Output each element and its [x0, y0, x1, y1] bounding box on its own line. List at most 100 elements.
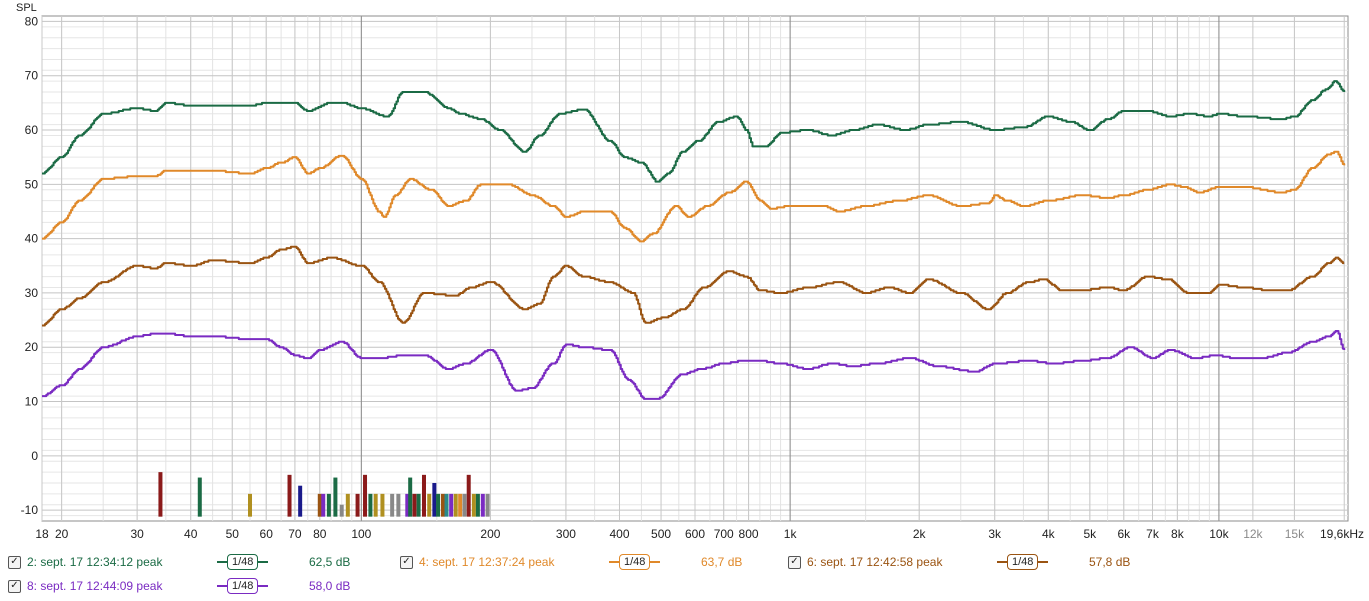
legend-item[interactable]: ✓ 8: sept. 17 12:44:09 peak 1/48 58,0 dB	[8, 576, 379, 596]
marker-bar	[436, 493, 441, 517]
x-tick-label: 400	[609, 527, 629, 541]
legend-series-name: 8: sept. 17 12:44:09 peak	[27, 579, 163, 593]
x-tick-label: 100	[351, 527, 371, 541]
marker-bar	[390, 493, 395, 517]
x-tick-label: 300	[556, 527, 576, 541]
smoothing-indicator[interactable]: 1/48	[217, 554, 297, 570]
smoothing-indicator[interactable]: 1/48	[217, 578, 297, 594]
x-tick-label: 12k	[1243, 527, 1263, 541]
marker-bar	[471, 493, 476, 517]
x-tick-label: 15k	[1285, 527, 1305, 541]
marker-bar	[453, 493, 458, 517]
x-tick-label: 8k	[1171, 527, 1185, 541]
y-tick-label: 70	[25, 69, 39, 83]
x-tick-label: 5k	[1083, 527, 1097, 541]
smoothing-label: 1/48	[227, 578, 259, 594]
legend-item[interactable]: ✓ 4: sept. 17 12:37:24 peak 1/48 63,7 dB	[400, 552, 771, 572]
legend-item[interactable]: ✓ 2: sept. 17 12:34:12 peak 1/48 62,5 dB	[8, 552, 379, 572]
series-line	[42, 150, 1346, 243]
x-tick-label: 700	[714, 527, 734, 541]
marker-bar	[298, 485, 303, 517]
marker-bar	[339, 504, 344, 517]
marker-bar	[197, 477, 202, 517]
legend-checkbox[interactable]: ✓	[8, 579, 21, 593]
marker-bar	[427, 493, 432, 517]
y-axis-label: SPL	[16, 2, 37, 14]
major-grid	[41, 16, 1348, 521]
x-tick-label: 4k	[1042, 527, 1056, 541]
series-line	[42, 80, 1346, 183]
y-tick-label: 20	[25, 340, 39, 354]
marker-bar	[466, 474, 471, 517]
smoothing-indicator[interactable]: 1/48	[609, 554, 689, 570]
smoothing-label: 1/48	[1007, 554, 1039, 570]
legend-checkbox[interactable]: ✓	[400, 555, 413, 569]
marker-bar	[480, 493, 485, 517]
y-tick-label: 40	[25, 232, 39, 246]
legend-level: 63,7 dB	[701, 555, 743, 569]
legend-series-name: 2: sept. 17 12:34:12 peak	[27, 555, 163, 569]
x-tick-label: 6k	[1117, 527, 1131, 541]
marker-bar	[287, 474, 292, 517]
smoothing-label: 1/48	[227, 554, 259, 570]
y-tick-label: 80	[25, 14, 39, 28]
x-tick-label: 2k	[913, 527, 927, 541]
x-tick-label: 30	[130, 527, 144, 541]
marker-bar	[321, 493, 326, 517]
x-axis-ticks: 18 20 30 40 50 60 70 80 100 200 300 400 500 600 700 800…	[35, 527, 1364, 541]
y-tick-label: 10	[25, 395, 39, 409]
y-tick-label: 0	[31, 449, 38, 463]
marker-bar	[373, 493, 378, 517]
marker-bar	[380, 493, 385, 517]
marker-bar	[368, 493, 373, 517]
marker-bar	[408, 477, 413, 517]
smoothing-label: 1/48	[619, 554, 651, 570]
x-tick-label: 1k	[784, 527, 798, 541]
legend-level: 58,0 dB	[309, 579, 351, 593]
marker-bar	[462, 493, 467, 517]
y-tick-label: 60	[25, 123, 39, 137]
x-tick-label: 20	[55, 527, 69, 541]
frequency-response-chart: SPL -10 0 10 20 30 40 50 60 70 80 18 20 30 40 50 60 70 8…	[16, 2, 1364, 541]
legend-checkbox[interactable]: ✓	[788, 555, 801, 569]
x-tick-label: 500	[651, 527, 671, 541]
x-tick-label: 7k	[1146, 527, 1160, 541]
series-line	[42, 245, 1345, 327]
smoothing-indicator[interactable]: 1/48	[997, 554, 1077, 570]
y-axis-ticks: -10 0 10 20 30 40 50 60 70 80	[21, 14, 39, 517]
legend-checkbox[interactable]: ✓	[8, 555, 21, 569]
marker-bar	[485, 493, 490, 517]
marker-bar	[345, 493, 350, 517]
marker-bar	[405, 493, 410, 517]
y-tick-label: 30	[25, 286, 39, 300]
marker-bar	[440, 493, 445, 517]
marker-bar	[326, 493, 331, 517]
marker-bar	[396, 493, 401, 517]
x-tick-label: 50	[226, 527, 240, 541]
marker-bar	[158, 472, 163, 517]
marker-bar	[432, 482, 437, 517]
legend-series-name: 4: sept. 17 12:37:24 peak	[419, 555, 555, 569]
marker-bar	[412, 493, 417, 517]
x-tick-label: 3k	[988, 527, 1002, 541]
marker-bar	[444, 493, 449, 517]
marker-bar	[248, 493, 253, 517]
x-tick-label: 60	[260, 527, 274, 541]
x-tick-label: 70	[288, 527, 302, 541]
x-tick-label: 10k	[1209, 527, 1229, 541]
x-tick-label: 19,6kHz	[1320, 527, 1364, 541]
legend-level: 57,8 dB	[1089, 555, 1131, 569]
marker-bar	[317, 493, 322, 517]
x-tick-label: 800	[739, 527, 759, 541]
marker-bar	[363, 474, 368, 517]
x-tick-label: 200	[480, 527, 500, 541]
legend-item[interactable]: ✓ 6: sept. 17 12:42:58 peak 1/48 57,8 dB	[788, 552, 1159, 572]
x-tick-label: 80	[313, 527, 327, 541]
marker-bar	[475, 493, 480, 517]
series-line	[42, 329, 1346, 400]
marker-bar	[333, 477, 338, 517]
marker-bar	[449, 493, 454, 517]
y-tick-label: 50	[25, 177, 39, 191]
marker-bar	[421, 474, 426, 517]
marker-bar	[458, 493, 463, 517]
